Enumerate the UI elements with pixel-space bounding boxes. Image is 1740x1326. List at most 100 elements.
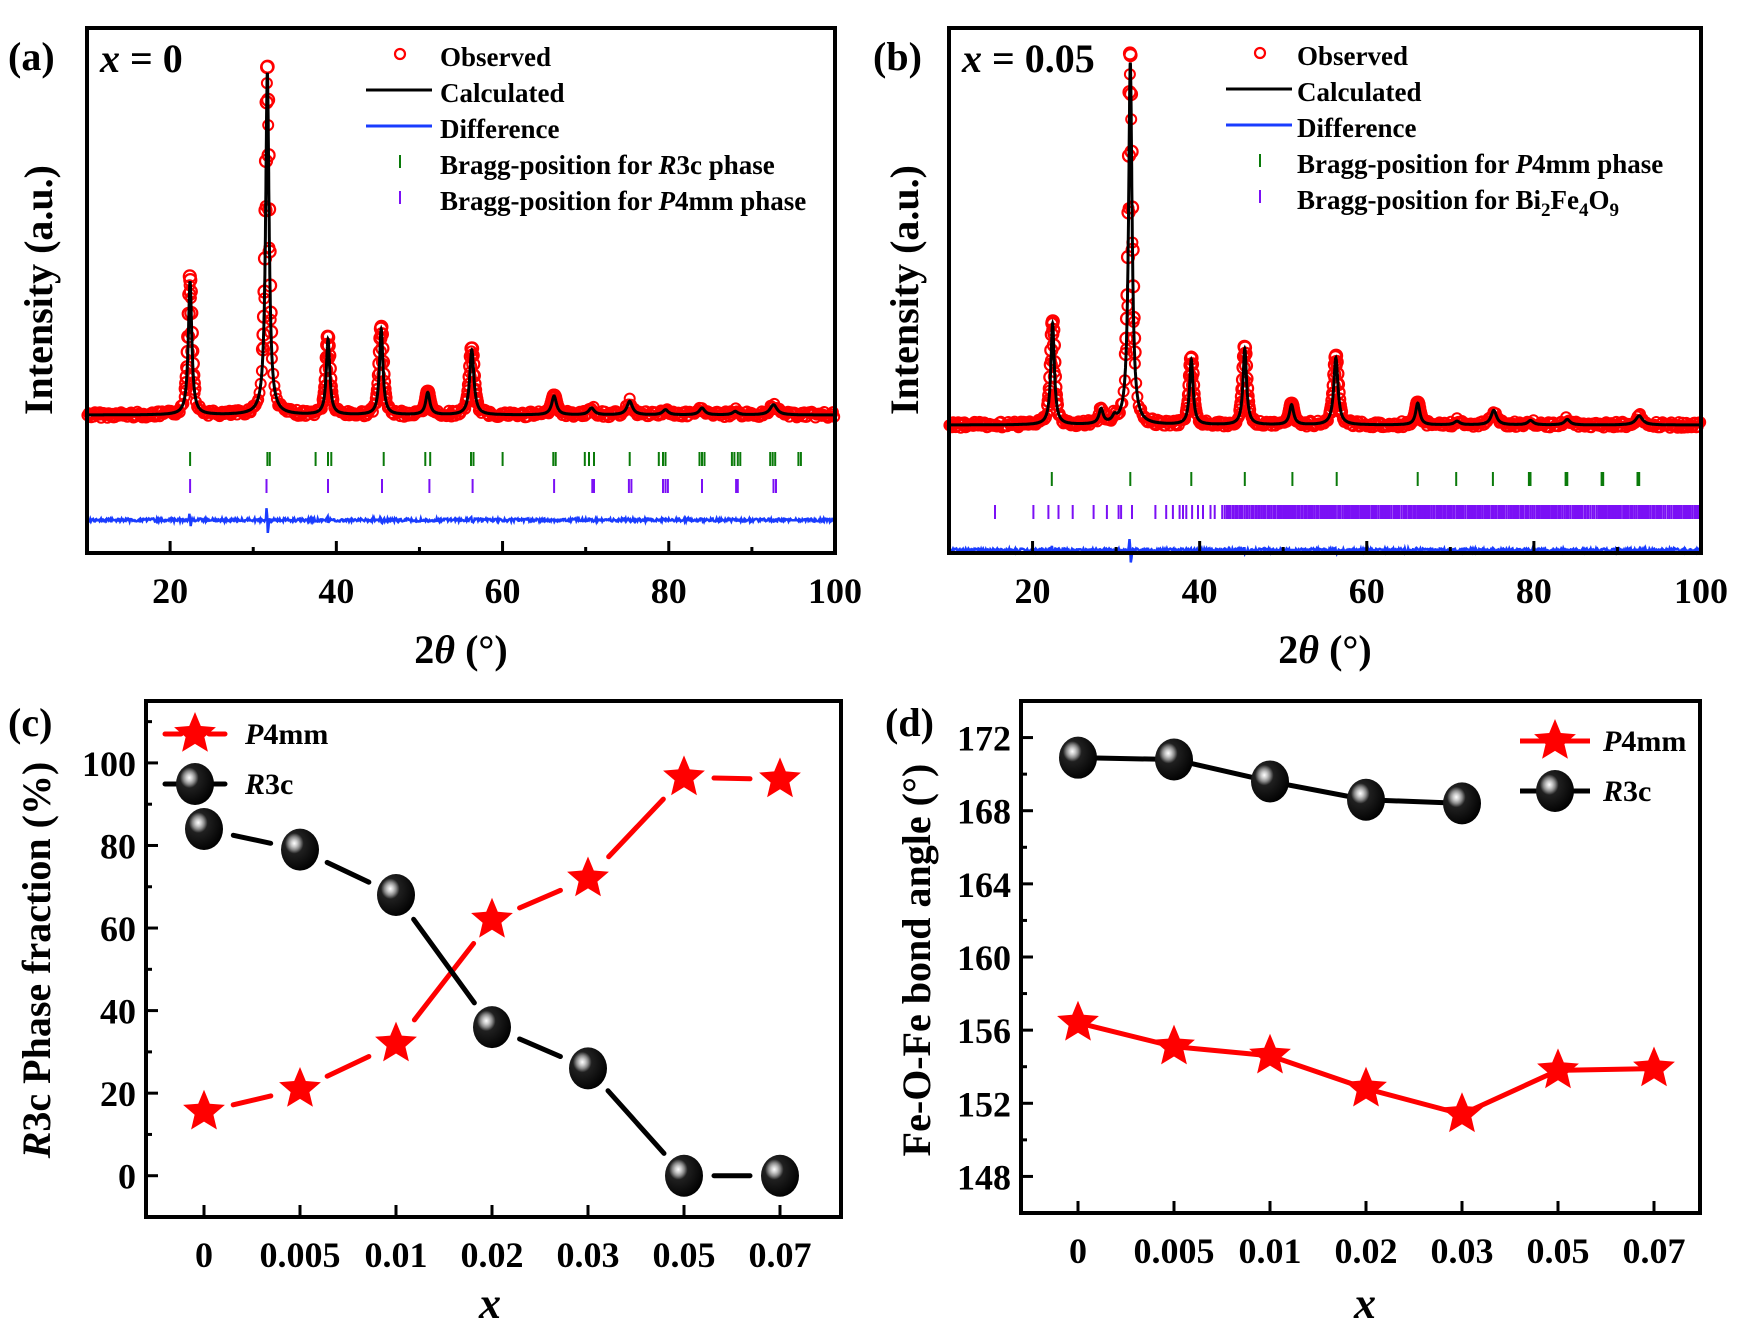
observed-point — [552, 403, 568, 419]
star-marker — [1057, 1000, 1099, 1041]
legend-text-italic: P — [658, 186, 676, 216]
observed-point — [1415, 413, 1431, 428]
legend-label: Calculated — [1297, 77, 1422, 107]
panel-c: (c) 0 20 40 60 80 100 0 0.005 0.01 0.02 0.03 0.05 0.… — [8, 699, 843, 1326]
legend-b: Observed Calculated Difference Bragg-positi… — [1226, 41, 1663, 221]
observed-point — [425, 403, 440, 418]
x-tick-label: 0.02 — [461, 1235, 524, 1275]
legend-subscript: 4 — [1579, 200, 1589, 221]
x-axis-label-d: x — [1353, 1279, 1376, 1326]
legend-a: Observed Calculated Difference Bragg-positi… — [366, 42, 806, 216]
legend-text-italic: R — [1602, 775, 1623, 808]
ball-marker — [185, 807, 223, 850]
panel-label-d: (d) — [885, 700, 934, 745]
legend-text: Bragg-position for — [440, 186, 659, 216]
legend-c: P4mm R3c — [162, 712, 328, 805]
panel-d: (d) 148 152 156 160 164 168 172 0 0.005 0.01 0.02 0… — [885, 699, 1702, 1326]
observed-point — [260, 59, 275, 74]
y-tick-label: 80 — [100, 826, 136, 866]
x-tick-label: 100 — [1674, 571, 1728, 611]
panel-label-a: (a) — [8, 34, 55, 79]
plot-area-c — [183, 755, 801, 1197]
calculated-line — [949, 62, 1701, 427]
series-line — [606, 796, 666, 860]
legend-text-italic: P — [1602, 725, 1622, 758]
series-line — [411, 940, 477, 1023]
bragg-ticks-p4mm — [1050, 472, 1641, 486]
star-marker — [471, 897, 513, 938]
star-marker — [174, 712, 216, 752]
ball-marker — [1347, 778, 1385, 821]
legend-label: Bragg-position for P4mm phase — [1297, 149, 1663, 179]
ball-marker — [761, 1154, 799, 1197]
x-tick-label: 0.03 — [557, 1235, 620, 1275]
legend-text-italic: R — [658, 150, 677, 180]
legend-observed-icon — [1253, 46, 1267, 60]
ball-marker — [1155, 738, 1193, 781]
x-tick-label: 0 — [1069, 1231, 1087, 1271]
ball-marker — [1251, 760, 1289, 803]
y-tick-label: 168 — [957, 792, 1011, 832]
y-tick-label: 40 — [100, 992, 136, 1032]
ball-marker — [1059, 736, 1097, 779]
annotation-b: x = 0.05 — [961, 36, 1095, 81]
y-axis-label-b: Intensity (a.u.) — [882, 165, 927, 415]
legend-observed-icon — [393, 47, 407, 61]
panel-label-c: (c) — [8, 700, 52, 745]
y-axis-label-d: Fe-O-Fe bond angle (°) — [894, 764, 939, 1157]
series-line — [1171, 1044, 1273, 1059]
frame-d — [1019, 699, 1702, 1215]
x-tick-label: 0.05 — [1527, 1231, 1590, 1271]
legend-text: 4mm phase — [675, 186, 806, 216]
legend-label: Difference — [440, 114, 559, 144]
calculated-line — [87, 72, 835, 417]
bragg-ticks-p4mm — [189, 479, 777, 493]
x-tick-label: 100 — [808, 571, 862, 611]
series-r3c — [185, 807, 799, 1197]
y-tick-label: 156 — [957, 1011, 1011, 1051]
ball-marker — [569, 1047, 607, 1090]
legend-label: Observed — [1297, 41, 1408, 71]
ball-marker — [1536, 770, 1574, 812]
x-tick-label: 0.005 — [1134, 1231, 1215, 1271]
x-tick-label: 0.07 — [1623, 1231, 1686, 1271]
legend-text: O — [1589, 185, 1610, 215]
star-marker — [375, 1021, 417, 1062]
x-tick-label: 60 — [1349, 571, 1385, 611]
x-tick-label: 0.03 — [1431, 1231, 1494, 1271]
observed-point — [1123, 47, 1138, 63]
x-tick-label: 40 — [318, 571, 354, 611]
legend-subscript: 2 — [1541, 200, 1551, 221]
x-tick-label: 0 — [195, 1235, 213, 1275]
star-marker — [1249, 1033, 1291, 1074]
star-marker — [279, 1067, 321, 1107]
ball-marker — [281, 828, 319, 871]
x-axis-b: 20 40 60 80 100 — [1015, 541, 1728, 611]
legend-text: 4mm — [1621, 725, 1686, 758]
legend-label: P4mm — [1602, 725, 1686, 758]
x-tick-label: 0.01 — [1239, 1231, 1302, 1271]
star-marker — [759, 757, 801, 798]
legend-text-italic: R — [244, 768, 265, 801]
star-marker — [1441, 1092, 1483, 1133]
y-tick-label: 0 — [118, 1157, 136, 1197]
plot-area-d — [1057, 736, 1675, 1133]
y-axis-label-c: R3c Phase fraction (%) — [14, 762, 59, 1160]
legend-label: Calculated — [440, 78, 565, 108]
star-marker — [1537, 1048, 1579, 1089]
series-line — [1555, 1066, 1657, 1073]
x-tick-label: 0.01 — [365, 1235, 428, 1275]
legend-label: P4mm — [244, 718, 328, 751]
ball-marker — [473, 1006, 511, 1049]
star-marker — [567, 856, 609, 897]
legend-subscript: 9 — [1610, 200, 1620, 221]
x-tick-label: 0.02 — [1335, 1231, 1398, 1271]
legend-d: P4mm R3c — [1520, 719, 1686, 812]
legend-text: 4mm — [263, 718, 328, 751]
legend-text-italic: P — [244, 718, 264, 751]
ball-marker — [665, 1154, 703, 1197]
y-tick-label: 172 — [957, 719, 1011, 759]
plot-area-a — [81, 59, 841, 534]
difference-line — [947, 538, 1702, 563]
axes-d: 148 152 156 160 164 168 172 0 0.005 0.01 0.02 0.03 0… — [957, 719, 1686, 1271]
